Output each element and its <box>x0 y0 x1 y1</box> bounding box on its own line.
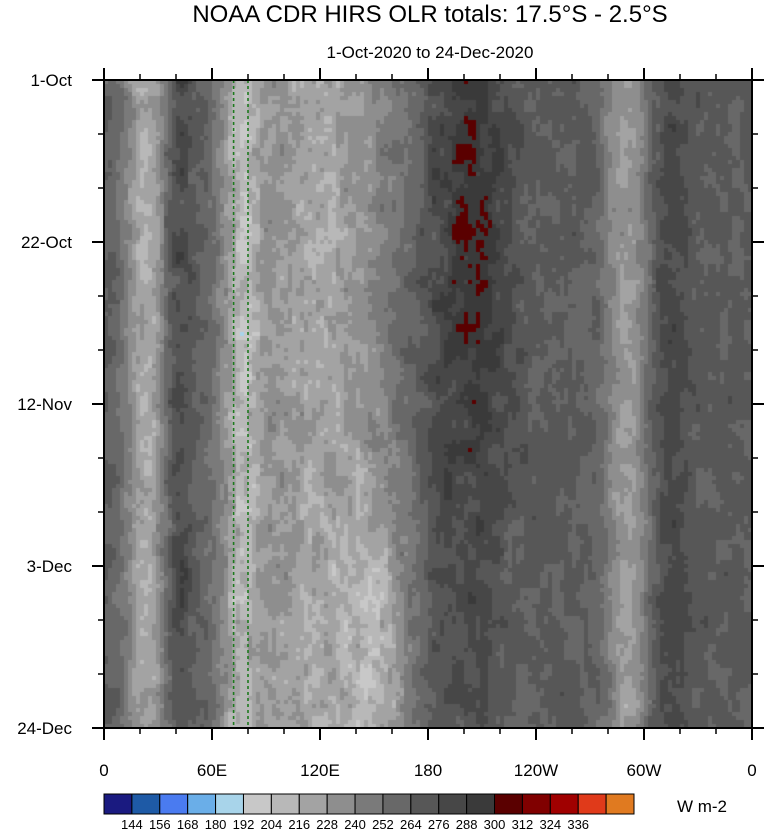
colorbar-units: W m-2 <box>677 797 727 816</box>
colorbar-label: 192 <box>233 817 255 830</box>
axes: 0 60E 120E 180 120W 60W 0 1-Oct 22-Oct 12-Nov 3-De… <box>17 68 764 780</box>
colorbar-label: 300 <box>484 817 506 830</box>
x-tick-label: 0 <box>99 761 108 780</box>
colorbar-box <box>159 793 189 815</box>
colorbar-box <box>131 793 161 815</box>
colorbar-label: 288 <box>456 817 478 830</box>
colorbar-box <box>326 793 356 815</box>
olr-field <box>104 80 752 728</box>
colorbar-box <box>410 793 440 815</box>
reference-lines <box>232 80 249 728</box>
chart-title: NOAA CDR HIRS OLR totals: 17.5°S - 2.5°S <box>192 1 667 28</box>
colorbar-label: 252 <box>372 817 394 830</box>
colorbar-label: 216 <box>288 817 310 830</box>
colorbar-label: 336 <box>567 817 589 830</box>
y-tick-label: 22-Oct <box>21 233 72 252</box>
colorbar-box <box>438 793 468 815</box>
colorbar-label: 204 <box>261 817 283 830</box>
colorbar-box <box>494 793 523 815</box>
colorbar-box <box>103 793 133 815</box>
colorbar-box <box>215 793 244 815</box>
x-tick-label: 120W <box>514 761 558 780</box>
colorbar-box <box>466 793 496 815</box>
colorbar-label: 264 <box>400 817 422 830</box>
y-tick-label: 1-Oct <box>30 71 72 90</box>
colorbar-box <box>187 793 217 815</box>
x-tick-label: 0 <box>747 761 756 780</box>
colorbar-label: 144 <box>121 817 143 830</box>
colorbar-box <box>549 793 579 815</box>
y-tick-label: 24-Dec <box>17 719 72 738</box>
colorbar-label: 324 <box>539 817 561 830</box>
x-tick-label: 60W <box>627 761 662 780</box>
plot-area <box>104 80 752 728</box>
colorbar-box <box>382 793 412 815</box>
chart-subtitle: 1-Oct-2020 to 24-Dec-2020 <box>327 43 534 62</box>
colorbar-label: 312 <box>512 817 534 830</box>
x-tick-label: 60E <box>197 761 227 780</box>
colorbar-box <box>298 793 328 815</box>
colorbar-label: 228 <box>316 817 338 830</box>
colorbar-label: 240 <box>344 817 366 830</box>
colorbar-box <box>354 793 384 815</box>
colorbar-box <box>270 793 300 815</box>
y-tick-label: 3-Dec <box>27 557 73 576</box>
x-tick-label: 120E <box>300 761 340 780</box>
colorbar: 144 156 168 180 192 204 216 228 240 252 264 276 288 3… <box>103 793 635 830</box>
x-tick-label: 180 <box>414 761 442 780</box>
colorbar-label: 276 <box>428 817 450 830</box>
colorbar-box <box>242 793 272 815</box>
colorbar-label: 168 <box>177 817 199 830</box>
colorbar-box <box>577 793 607 815</box>
colorbar-label: 156 <box>149 817 171 830</box>
colorbar-label: 180 <box>205 817 227 830</box>
colorbar-box <box>521 793 551 815</box>
colorbar-box <box>605 793 635 815</box>
y-tick-label: 12-Nov <box>17 395 72 414</box>
